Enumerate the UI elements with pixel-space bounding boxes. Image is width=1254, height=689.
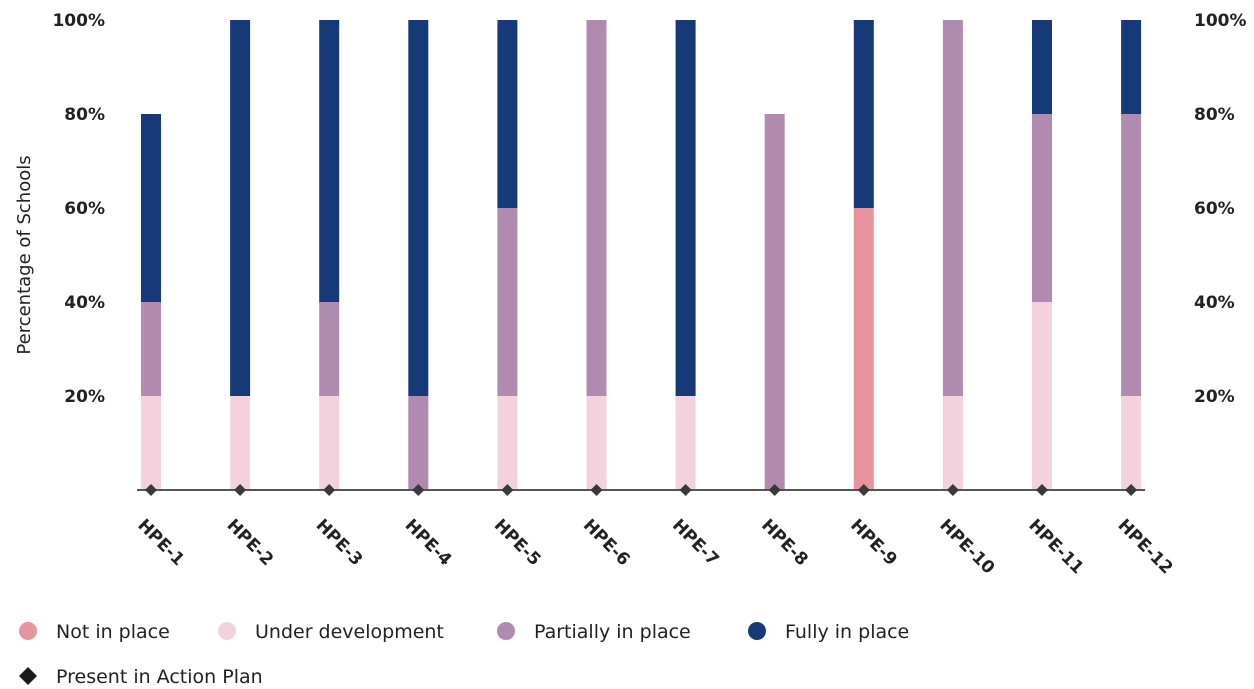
action-plan-marker [1036,484,1048,496]
bar-segment-fully-in-place [141,114,161,302]
x-tick-label: HPE-11 [1024,515,1087,578]
bar-segment-partially-in-place [319,302,340,396]
y-tick-right: 20% [1194,387,1235,407]
legend-swatch-not-in-place [19,622,37,640]
x-tick-label: HPE-7 [668,515,723,570]
y-axis-label: Percentage of Schools [14,155,35,354]
legend-label: Under development [255,621,444,643]
action-plan-markers [145,484,1138,496]
x-tick-label: HPE-1 [133,515,188,570]
action-plan-marker [1125,484,1138,496]
bar-segment-fully-in-place [230,20,251,396]
y-tick-left: 60% [64,199,105,219]
bar-segment-not-in-place [853,208,874,490]
legend-swatch-partially-in-place [497,622,515,640]
y-tick-left: 80% [64,105,105,125]
legend-label: Fully in place [785,621,909,643]
legend-swatch-fully-in-place [748,622,766,640]
action-plan-marker [323,484,336,496]
x-tick-label: HPE-6 [579,515,634,570]
x-tick-label: HPE-4 [401,515,456,570]
action-plan-marker [590,484,603,496]
y-tick-right: 60% [1194,199,1235,219]
bar-segment-fully-in-place [1032,20,1052,114]
x-axis-ticks: HPE-1 HPE-2 HPE-3 HPE-4 HPE-5 HPE-6 HPE-7 HPE-8… [133,515,1176,578]
legend: Not in place Under development Partially i… [19,621,909,688]
bar-segment-partially-in-place [408,396,429,490]
legend-swatch-present-in-action-plan [19,667,37,685]
action-plan-marker [768,484,781,496]
action-plan-marker [234,484,247,496]
legend-label: Not in place [56,621,170,643]
y-tick-right: 80% [1194,105,1235,125]
x-tick-label: HPE-9 [846,515,901,570]
bar-segment-under-development [1121,396,1142,490]
y-tick-right: 40% [1194,293,1235,313]
legend-swatch-under-development [218,622,236,640]
bars-group [141,20,1142,490]
x-tick-label: HPE-2 [223,515,278,570]
bar-segment-under-development [319,396,340,490]
y-tick-left: 40% [64,293,105,313]
bar-segment-fully-in-place [497,20,518,208]
bar-segment-partially-in-place [1032,114,1052,302]
bar-segment-partially-in-place [942,20,963,396]
x-tick-label: HPE-10 [935,515,998,578]
bar-segment-under-development [230,396,251,490]
bar-segment-partially-in-place [497,208,518,396]
y-tick-left: 100% [52,11,105,31]
legend-label: Partially in place [534,621,691,643]
y-tick-left: 20% [64,387,105,407]
bar-segment-under-development [141,396,161,490]
bar-segment-fully-in-place [675,20,696,396]
bar-segment-under-development [1032,302,1052,490]
bar-segment-partially-in-place [586,20,607,396]
bar-segment-under-development [675,396,696,490]
bar-segment-partially-in-place [764,114,785,490]
x-tick-label: HPE-3 [312,515,367,570]
y-tick-right: 100% [1194,11,1247,31]
bar-segment-fully-in-place [853,20,874,208]
x-tick-label: HPE-8 [757,515,812,570]
y-axis-left: 100% 80% 60% 40% 20% [52,11,105,407]
x-tick-label: HPE-12 [1114,515,1177,578]
bar-segment-partially-in-place [141,302,161,396]
legend-label: Present in Action Plan [56,666,263,688]
action-plan-marker [857,484,870,496]
x-tick-label: HPE-5 [490,515,545,570]
action-plan-marker [412,484,425,496]
bar-segment-fully-in-place [408,20,429,396]
bar-segment-fully-in-place [1121,20,1142,114]
bar-segment-partially-in-place [1121,114,1142,396]
bar-segment-under-development [942,396,963,490]
y-axis-right: 100% 80% 60% 40% 20% [1194,11,1247,407]
action-plan-marker [679,484,692,496]
bar-segment-under-development [586,396,607,490]
action-plan-marker [501,484,514,496]
bar-segment-fully-in-place [319,20,340,302]
action-plan-marker [145,484,157,496]
action-plan-marker [946,484,959,496]
bar-segment-under-development [497,396,518,490]
